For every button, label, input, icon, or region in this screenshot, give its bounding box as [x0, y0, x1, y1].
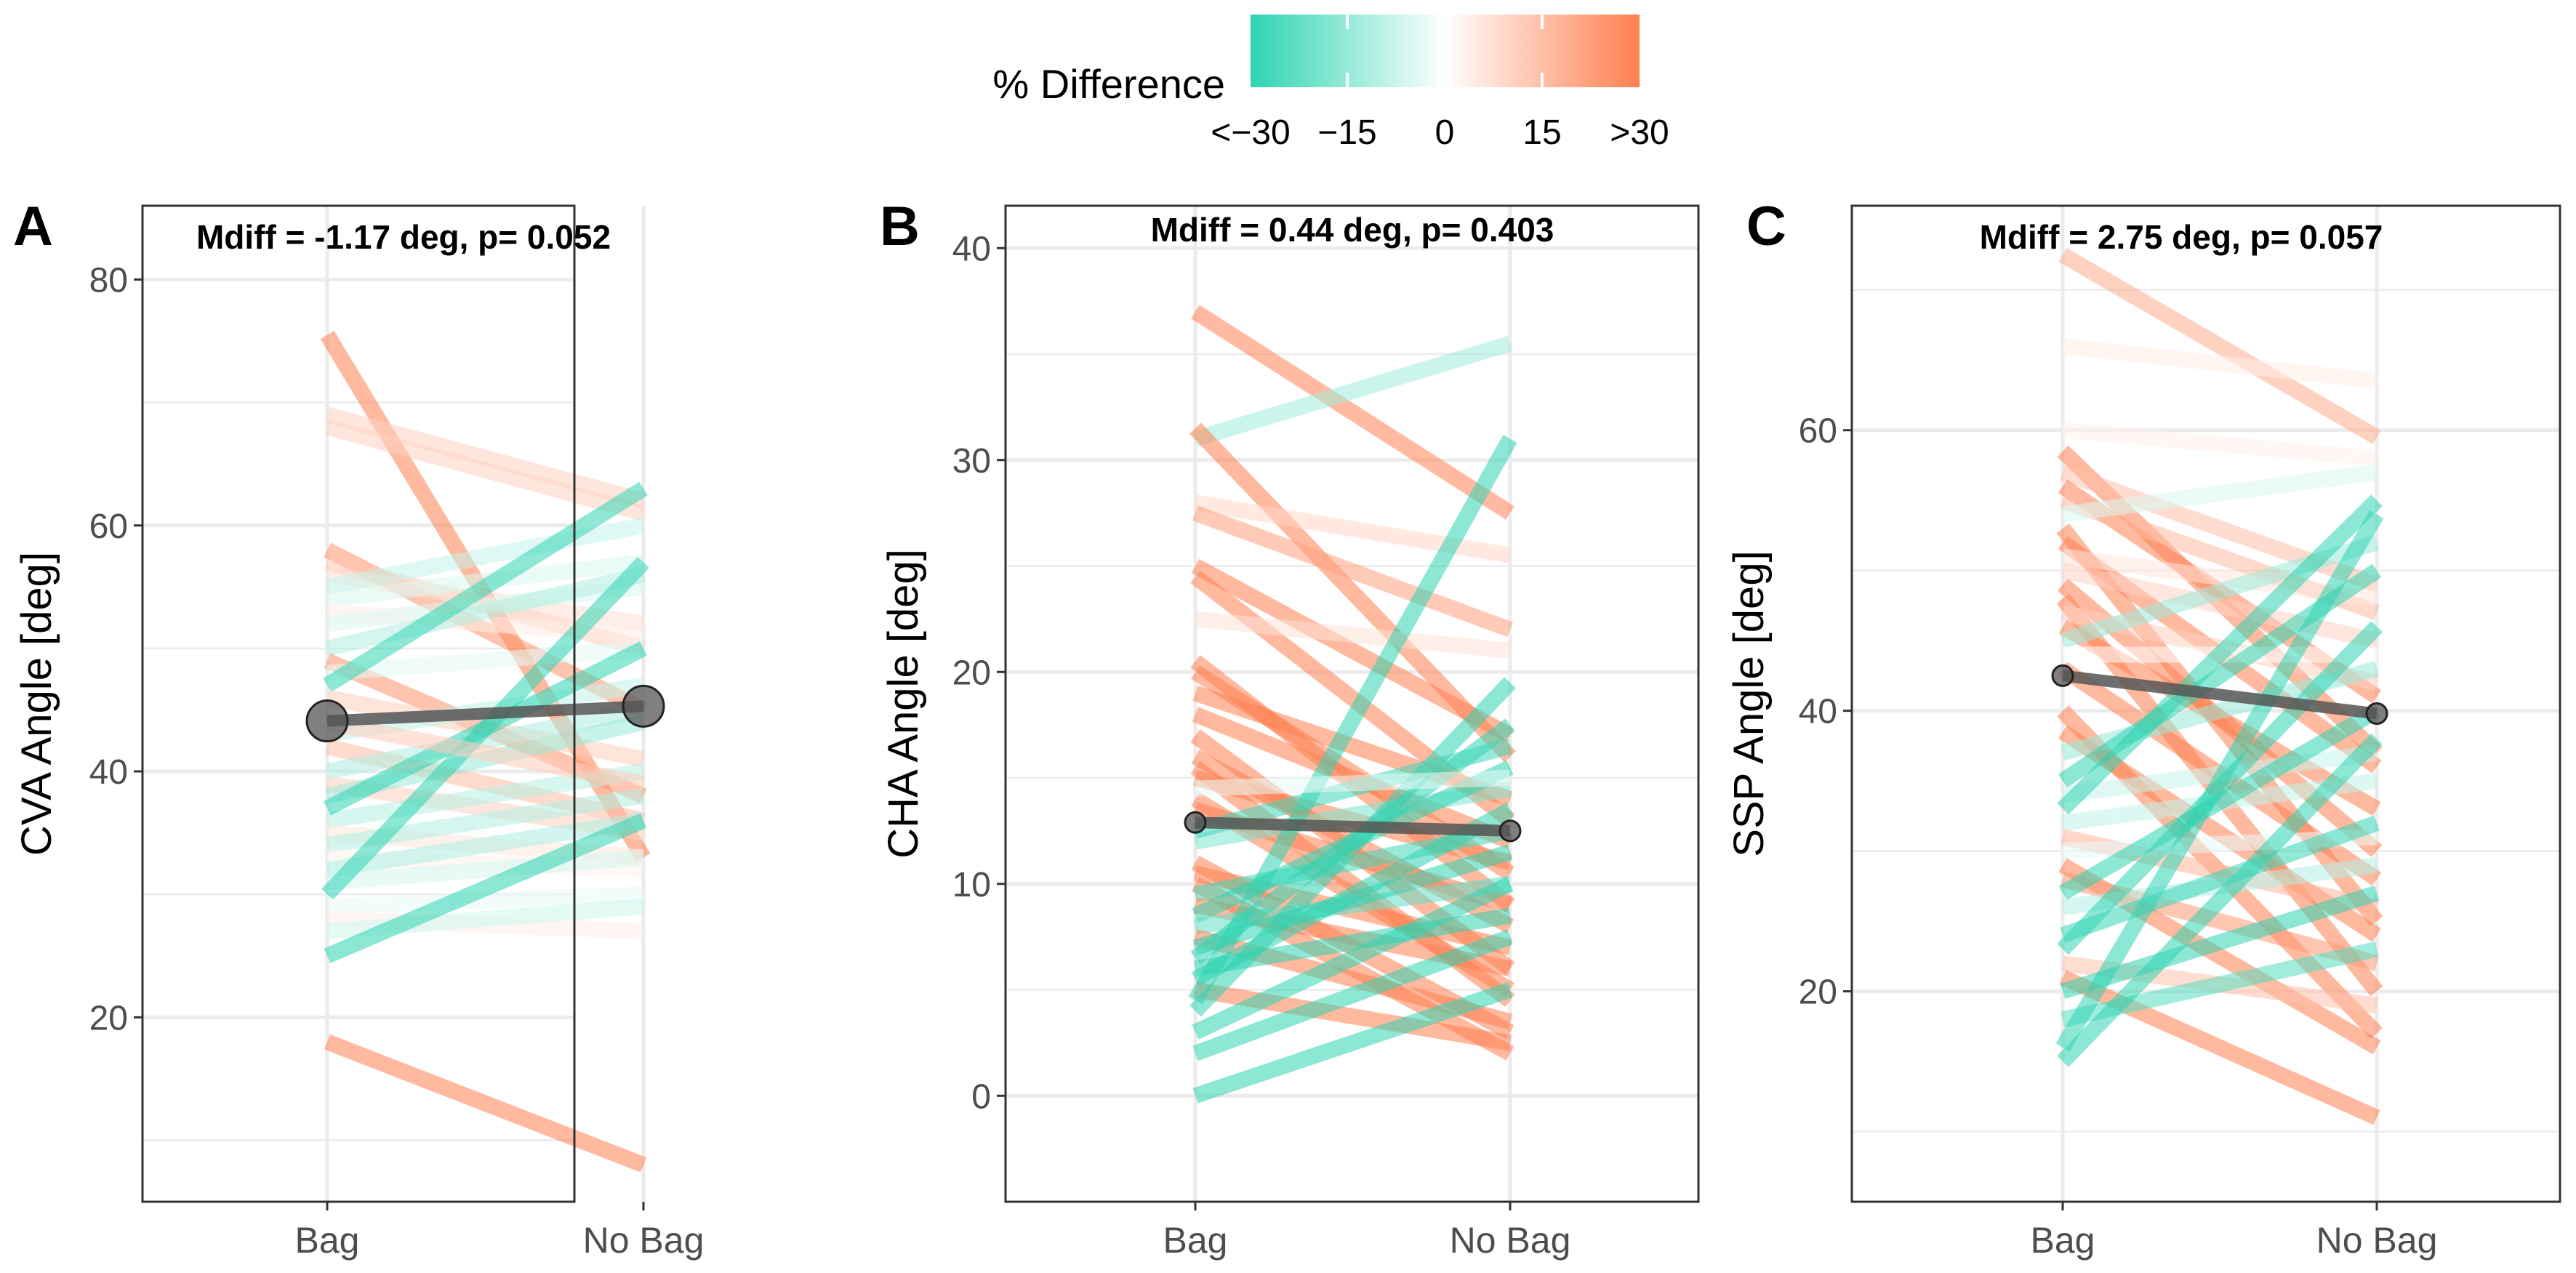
panel-b: 0 10 20 30 40 Bag No Bag B Mdiff = 0.44 deg, p… [880, 196, 1700, 1261]
subject-line [324, 641, 647, 816]
subject-line [326, 812, 645, 878]
mean-point [2365, 702, 2388, 726]
y-tick-label: 10 [952, 866, 991, 904]
mean-line [326, 700, 644, 727]
subject-line [1192, 505, 1513, 638]
subject-line [325, 566, 646, 656]
y-tick-label: 80 [89, 261, 128, 300]
panel-title: Mdiff = 0.44 deg, p= 0.403 [1151, 211, 1554, 249]
y-tick-label: 30 [952, 442, 991, 481]
y-tick-label: 20 [89, 999, 128, 1037]
subject-line [1191, 558, 1514, 743]
panel-border [141, 204, 576, 1203]
panel-title: Mdiff = -1.17 deg, p= 0.052 [196, 218, 611, 256]
subject-lines [2055, 248, 2384, 1125]
subject-line [2061, 338, 2378, 390]
subject-line [324, 1034, 646, 1173]
subject-line [2061, 464, 2378, 523]
legend-title: % Difference [992, 61, 1225, 107]
axis-ticks: 20 40 60 80 Bag No Bag [89, 261, 705, 1261]
subject-line [1192, 929, 1513, 1061]
axis-ticks: 0 10 20 30 40 Bag No Bag [952, 230, 1571, 1261]
mean-point [2051, 664, 2074, 687]
subject-line [326, 849, 644, 891]
subject-line [2057, 494, 2383, 815]
subject-line [2060, 885, 2380, 1000]
subject-lines [1188, 305, 1517, 1104]
x-tick-label: Bag [2031, 1220, 2095, 1261]
y-tick-label: 60 [1799, 412, 1837, 451]
subject-line [2058, 248, 2381, 444]
x-tick-label: No Bag [583, 1220, 705, 1261]
panel-letter: A [13, 196, 53, 257]
y-tick-label: 40 [1799, 693, 1837, 731]
subject-lines [320, 330, 651, 1173]
y-tick-label: 40 [952, 230, 991, 268]
subject-line [1192, 335, 1513, 447]
subject-line [2060, 815, 2380, 943]
y-tick-label: 60 [89, 507, 128, 546]
subject-line [2057, 733, 2383, 1067]
legend-tick-label: >30 [1610, 113, 1669, 152]
subject-line [1191, 305, 1514, 520]
subject-line [1192, 876, 1514, 1040]
y-axis-label: SSP Angle [deg] [1725, 550, 1773, 856]
panel-letter: C [1746, 196, 1786, 257]
mean-point [1498, 819, 1522, 843]
x-tick-label: Bag [295, 1220, 360, 1261]
mean-point [1184, 811, 1207, 834]
panel-title: Mdiff = 2.75 deg, p= 0.057 [1980, 218, 2383, 256]
subject-line [1189, 677, 1516, 1017]
subject-line [1188, 435, 1517, 1005]
mean-layer [1184, 811, 1522, 843]
mean-line [2062, 670, 2378, 720]
mean-layer [305, 684, 665, 743]
subject-line [326, 640, 644, 681]
legend-tick-label: <−30 [1211, 113, 1290, 152]
mean-point [622, 684, 665, 728]
legend-tick-label: 0 [1435, 113, 1455, 152]
panel-border [1850, 204, 2561, 1203]
subject-line [2055, 510, 2384, 1052]
x-tick-label: No Bag [2316, 1220, 2438, 1261]
subject-line [2062, 422, 2378, 467]
panel-a: 20 40 60 80 Bag No Bag A Mdiff = -1.17 deg, p… [13, 196, 704, 1261]
y-axis-label: CVA Angle [deg] [13, 552, 60, 856]
y-tick-label: 20 [1799, 973, 1837, 1012]
color-legend: % Difference <−30 −15 0 15 >30 [992, 15, 1669, 152]
y-tick-label: 0 [971, 1077, 991, 1116]
legend-tick-label: −15 [1317, 113, 1376, 152]
panel-letter: B [880, 196, 920, 257]
subject-line [325, 714, 646, 792]
subject-line [323, 481, 648, 692]
legend-tick-label: 15 [1522, 113, 1561, 152]
subject-line [326, 886, 644, 915]
y-tick-label: 40 [89, 753, 128, 792]
subject-line [325, 406, 646, 509]
subject-line [1195, 770, 1511, 797]
panel-c: 20 40 60 Bag No Bag C Mdiff = 2.75 deg, p= 0… [1725, 196, 2561, 1261]
subject-line [325, 702, 646, 779]
subject-line [325, 419, 646, 521]
legend-ticks [1346, 15, 1544, 87]
axis-ticks: 20 40 60 Bag No Bag [1799, 412, 2438, 1261]
subject-line [1194, 611, 1512, 659]
x-tick-label: No Bag [1450, 1220, 1571, 1261]
subject-line [2061, 562, 2379, 648]
mean-point [305, 699, 349, 743]
subject-line [2058, 704, 2381, 901]
subject-line [324, 813, 647, 963]
y-tick-label: 20 [952, 654, 991, 692]
subject-line [1192, 982, 1513, 1104]
mean-line [1195, 816, 1511, 837]
x-tick-label: Bag [1163, 1220, 1228, 1261]
subject-line [325, 517, 646, 595]
y-axis-label: CHA Angle [deg] [880, 549, 927, 859]
panel-border [1004, 204, 1700, 1203]
mean-layer [2051, 664, 2388, 726]
